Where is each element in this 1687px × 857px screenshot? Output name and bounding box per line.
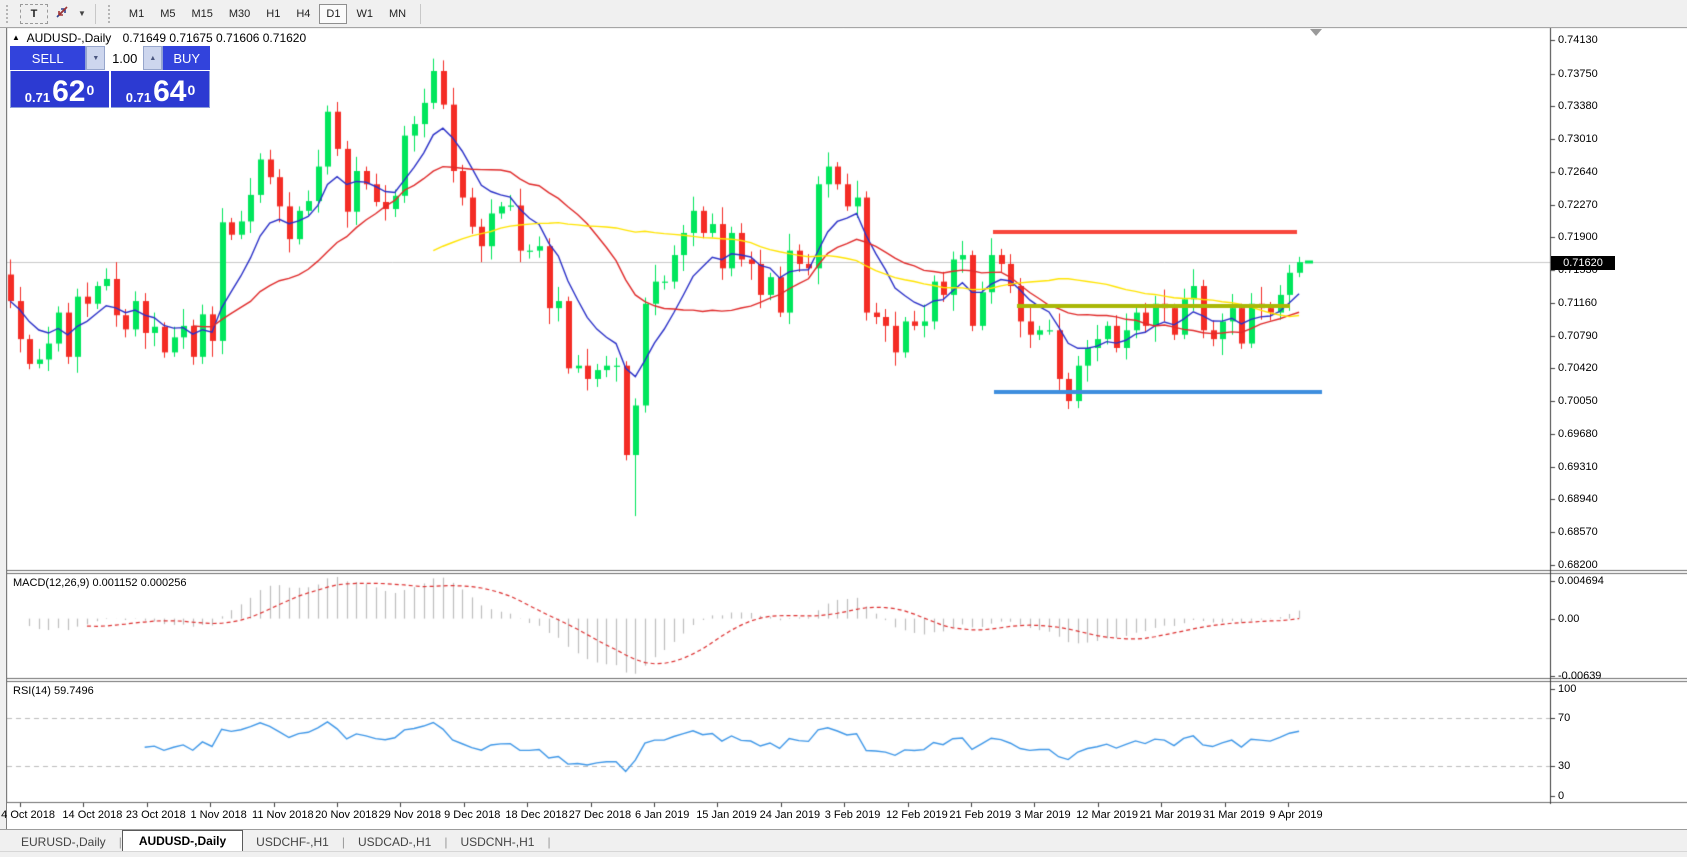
text-tool-button[interactable]: T [20,3,48,24]
price-axis-label: 0.74130 [1558,34,1598,47]
timeframe-drag-handle[interactable] [107,4,117,23]
sell-button[interactable]: SELL [10,46,87,70]
price-axis-label: 0.71160 [1558,296,1597,309]
chart-tab-usdchf-h1[interactable]: USDCHF-,H1 [256,835,329,849]
sell-price-big: 62 [52,75,86,108]
time-axis-label: 15 Jan 2019 [696,809,757,821]
time-axis-label: 27 Dec 2018 [568,809,632,821]
volume-decrease-button[interactable]: ▼ [86,46,106,70]
chart-tab-eurusd-daily[interactable]: EURUSD-,Daily [21,835,106,849]
buy-quote[interactable]: 0.71 64 0 [111,71,210,108]
price-axis-label: 0.71900 [1558,231,1598,244]
price-axis-label: 0.00 [1558,612,1580,625]
arrows-tool-caret[interactable]: ▼ [78,9,86,18]
timeframe-button-w1[interactable]: W1 [356,7,373,20]
price-axis-label: 30 [1558,760,1571,772]
price-axis-label: 0.68570 [1558,526,1598,539]
time-axis-label: 9 Apr 2019 [1269,809,1323,821]
chart-header: ▲ AUDUSD-,Daily 0.71649 0.71675 0.71606 … [12,31,306,45]
time-axis-label: 12 Mar 2019 [1076,809,1138,821]
current-price-tag: 0.71620 [1551,255,1615,270]
time-axis-label: 21 Feb 2019 [949,809,1012,821]
time-axis-label: 18 Dec 2018 [505,809,568,821]
rsi-indicator-label: RSI(14) 59.7496 [13,685,94,697]
time-axis-label: 6 Jan 2019 [634,809,690,821]
price-axis-label: -0.00639 [1558,669,1602,682]
sell-price-prefix: 0.71 [24,90,51,105]
volume-input[interactable] [105,46,144,70]
time-axis-label: 3 Mar 2019 [1014,809,1071,821]
price-axis-label: 100 [1558,683,1577,695]
price-axis-label: 0.69680 [1558,427,1598,440]
tab-separator: | [547,835,551,849]
price-axis-label: 0.70420 [1558,362,1598,375]
time-axis-label: 14 Oct 2018 [62,809,123,821]
time-axis-label: 11 Nov 2018 [252,809,314,821]
buy-button[interactable]: BUY [162,46,210,70]
collapse-quotes-icon[interactable]: ▲ [12,33,20,42]
time-axis-label: 24 Jan 2019 [759,809,821,821]
chart-ohlc-values: 0.71649 0.71675 0.71606 0.71620 [122,31,307,45]
price-axis-label: 0.73380 [1558,100,1598,113]
price-axis-label: 70 [1558,712,1571,724]
price-axis-label: 0.72270 [1558,198,1598,211]
price-axis-label: 0.70790 [1558,329,1598,342]
window-left-edge [0,28,7,829]
sell-price-sup: 0 [86,82,95,98]
one-click-trading-panel: SELL ▼ ▲ BUY 0.71 62 0 0.71 64 0 [10,46,210,108]
time-axis-label: 21 Mar 2019 [1139,809,1202,821]
time-axis-label: 9 Dec 2018 [444,809,501,821]
time-axis-label: 3 Feb 2019 [824,809,881,821]
price-axis-label: 0 [1558,790,1565,802]
time-axis-label: 1 Nov 2018 [190,809,247,821]
macd-indicator-label: MACD(12,26,9) 0.001152 0.000256 [13,577,187,589]
buy-price-prefix: 0.71 [125,90,152,105]
chart-tabs-bar: EURUSD-,Daily | AUDUSD-,Daily USDCHF-,H1 | US… [0,829,1687,852]
toolbar-separator-2 [420,3,422,24]
top-toolbar: T ▼ M1 M5 M15 M30 H1 H4 D1 W1 MN [0,0,1687,28]
toolbar-drag-handle[interactable] [6,4,15,23]
volume-increase-button[interactable]: ▲ [143,46,163,70]
time-axis-label: 12 Feb 2019 [885,809,948,821]
timeframe-button-m30[interactable]: M30 [228,7,251,20]
arrows-icon [56,6,68,18]
time-axis-label: 31 Mar 2019 [1202,809,1265,821]
time-axis-label: 23 Oct 2018 [125,809,186,821]
price-axis-label: 0.73010 [1558,133,1598,146]
buy-price-sup: 0 [187,82,196,98]
price-axis-label: 0.68940 [1558,493,1598,506]
chart-tab-usdcad-h1[interactable]: USDCAD-,H1 [357,835,432,849]
volume-control: ▼ ▲ [86,46,163,70]
tab-separator: | [118,835,122,849]
timeframe-button-h1[interactable]: H1 [266,7,281,20]
price-axis-label: 0.69310 [1558,460,1598,473]
time-axis-label: 20 Nov 2018 [315,809,378,821]
price-axis-label: 0.70050 [1558,395,1598,408]
chart-symbol-label: AUDUSD-,Daily [26,31,112,45]
timeframe-button-mn[interactable]: MN [388,7,407,20]
time-axis-label: 4 Oct 2018 [1,809,55,821]
tab-separator: | [444,835,448,849]
timeframe-button-h4[interactable]: H4 [296,7,311,20]
chart-tab-audusd-daily[interactable]: AUDUSD-,Daily [121,830,244,852]
price-axis-label: 0.004694 [1558,575,1604,587]
timeframe-button-d1[interactable]: D1 [319,3,348,24]
chart-tab-usdcnh-h1[interactable]: USDCNH-,H1 [460,835,535,849]
chart-shift-marker[interactable] [1310,29,1322,36]
tab-separator: | [341,835,345,849]
price-axis-label: 0.68200 [1558,558,1598,571]
timeframe-button-m5[interactable]: M5 [160,7,176,20]
arrows-tool-button[interactable] [50,2,74,25]
status-strip [0,851,1687,857]
toolbar-separator [94,3,96,24]
timeframe-button-m15[interactable]: M15 [191,7,213,20]
timeframe-button-group: M1 M5 M15 M30 H1 H4 D1 W1 MN [121,3,414,24]
time-axis-label: 29 Nov 2018 [378,809,441,821]
sell-quote[interactable]: 0.71 62 0 [10,71,111,108]
price-axis-label: 0.72640 [1558,165,1598,178]
timeframe-button-m1[interactable]: M1 [128,7,145,20]
buy-price-big: 64 [153,75,187,108]
price-axis-label: 0.73750 [1558,67,1598,80]
